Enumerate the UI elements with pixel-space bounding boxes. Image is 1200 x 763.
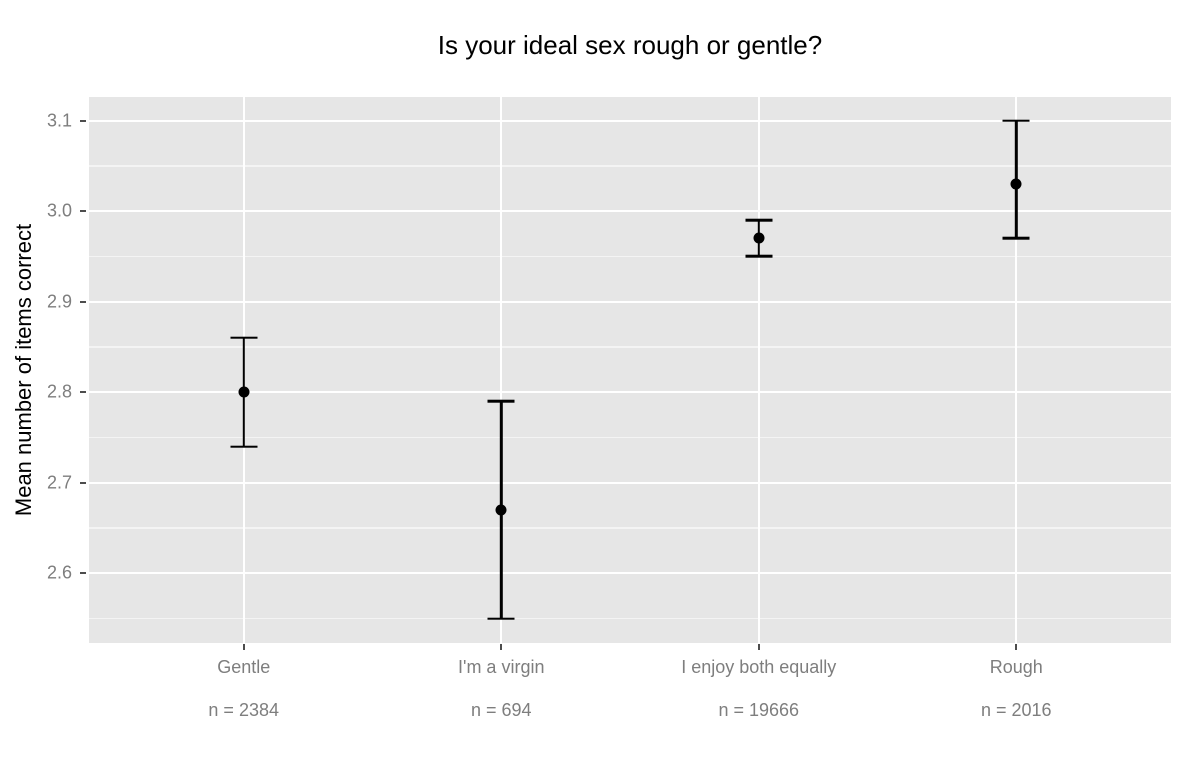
y-tick-label: 3.1 — [46, 110, 72, 131]
mean-point — [1010, 178, 1022, 190]
y-tick-label: 2.8 — [46, 381, 72, 402]
mean-point — [238, 386, 250, 398]
y-gridline-major — [89, 391, 1171, 394]
mean-point — [753, 232, 765, 244]
x-gridline-major — [1015, 97, 1018, 643]
y-gridline-minor — [89, 527, 1171, 529]
y-tick-label: 2.9 — [46, 291, 72, 312]
error-bar-cap-top — [230, 336, 258, 340]
y-tick-mark — [80, 391, 86, 394]
mean-point — [495, 504, 507, 516]
error-bar-cap-bottom — [487, 617, 515, 620]
y-gridline-minor — [89, 436, 1171, 439]
x-tick-mark — [757, 644, 760, 650]
y-gridline-major — [89, 210, 1171, 213]
category-label: I enjoy both equally — [681, 657, 837, 677]
error-bar-cap-bottom — [230, 445, 258, 448]
category-label: Gentle — [217, 657, 271, 677]
error-bar-cap-top — [487, 399, 515, 403]
y-gridline-major — [89, 481, 1171, 484]
sample-size-label: n = 694 — [470, 700, 532, 720]
y-tick-mark — [80, 300, 86, 303]
y-gridline-minor — [89, 255, 1171, 258]
error-bar-cap-bottom — [745, 255, 773, 258]
x-gridline-major — [500, 97, 503, 643]
error-bar-cap-bottom — [1002, 236, 1030, 240]
y-gridline-minor — [89, 165, 1171, 167]
error-bar-cap-top — [1002, 119, 1030, 122]
y-tick-label: 3.0 — [46, 200, 72, 221]
x-tick-mark — [500, 644, 503, 650]
y-tick-mark — [80, 572, 86, 575]
chart-title: Is your ideal sex rough or gentle? — [437, 30, 823, 60]
sample-size-label: n = 2016 — [980, 700, 1052, 720]
x-tick-mark — [242, 644, 245, 650]
error-bar-cap-top — [745, 218, 773, 222]
y-tick-label: 2.7 — [46, 472, 72, 493]
y-gridline-minor — [89, 617, 1171, 620]
y-tick-mark — [80, 119, 86, 122]
sample-size-label: n = 19666 — [718, 700, 800, 720]
sample-size-label: n = 2384 — [208, 700, 279, 720]
y-tick-mark — [80, 481, 86, 484]
category-label: Rough — [989, 657, 1043, 677]
x-tick-mark — [1015, 644, 1018, 650]
y-gridline-major — [89, 300, 1171, 303]
y-tick-mark — [80, 210, 86, 213]
y-gridline-major — [89, 572, 1171, 575]
plot-panel — [89, 97, 1171, 643]
x-gridline-major — [757, 97, 760, 643]
y-gridline-major — [89, 119, 1171, 122]
y-tick-label: 2.6 — [46, 562, 72, 583]
y-gridline-minor — [89, 346, 1171, 348]
category-label: I'm a virgin — [458, 657, 545, 677]
